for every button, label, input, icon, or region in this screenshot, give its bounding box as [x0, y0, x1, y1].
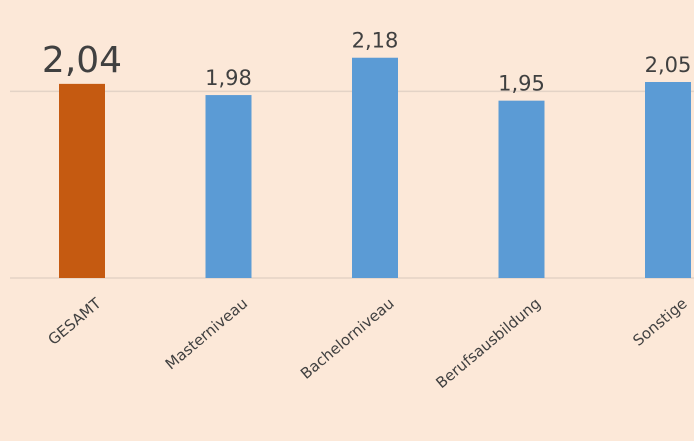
bar	[645, 82, 691, 278]
bar	[59, 83, 105, 278]
x-tick-label: Bachelorniveau	[297, 294, 398, 382]
value-label: 2,18	[352, 29, 399, 53]
x-tick-label: Sonstige	[629, 294, 690, 349]
value-label: 1,95	[498, 72, 545, 96]
value-label: 1,98	[205, 66, 252, 90]
x-tick-label: Masterniveau	[162, 294, 251, 373]
bar	[498, 100, 545, 279]
bar	[205, 95, 252, 278]
bar	[352, 57, 398, 278]
value-label: 2,05	[645, 53, 692, 77]
value-label: 2,04	[42, 40, 122, 81]
x-tick-label: GESAMT	[45, 294, 106, 349]
x-tick-label: Berufsausbildung	[432, 294, 544, 392]
